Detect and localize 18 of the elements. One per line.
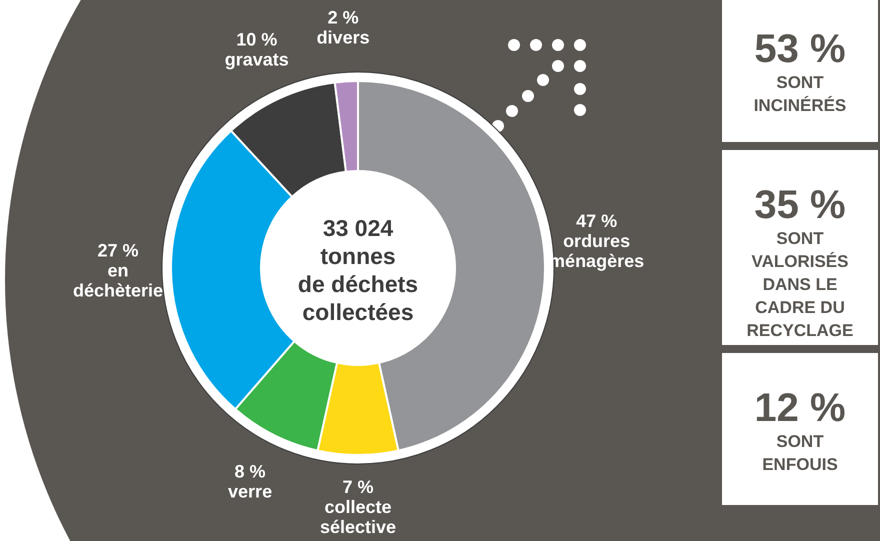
slice-label: verre [228, 481, 272, 502]
text: 53 % [754, 27, 846, 71]
data-label: 7 % [342, 477, 374, 497]
slice-label: en déchèterie [73, 260, 164, 301]
slice-label: collecte sélective [320, 497, 396, 537]
data-label: 2 % [328, 7, 359, 28]
data-label: 10 % [236, 29, 278, 50]
data-label: 8 % [234, 461, 266, 482]
data-label: 27 % [98, 240, 139, 261]
slice-label: divers [316, 27, 370, 48]
text: 33 024 tonnes de déchets collectées [298, 215, 418, 325]
text: SONT ENFOUIS [762, 432, 838, 474]
text: 35 % [754, 183, 846, 227]
slice-label: gravats [224, 49, 289, 70]
data-label: 47 % [576, 210, 618, 231]
text: SONT VALORISÉS DANS LE CADRE DU RECYCLAGE [746, 229, 854, 340]
text: 12 % [754, 386, 846, 430]
text: SONT INCINÉRÉS [754, 73, 846, 115]
